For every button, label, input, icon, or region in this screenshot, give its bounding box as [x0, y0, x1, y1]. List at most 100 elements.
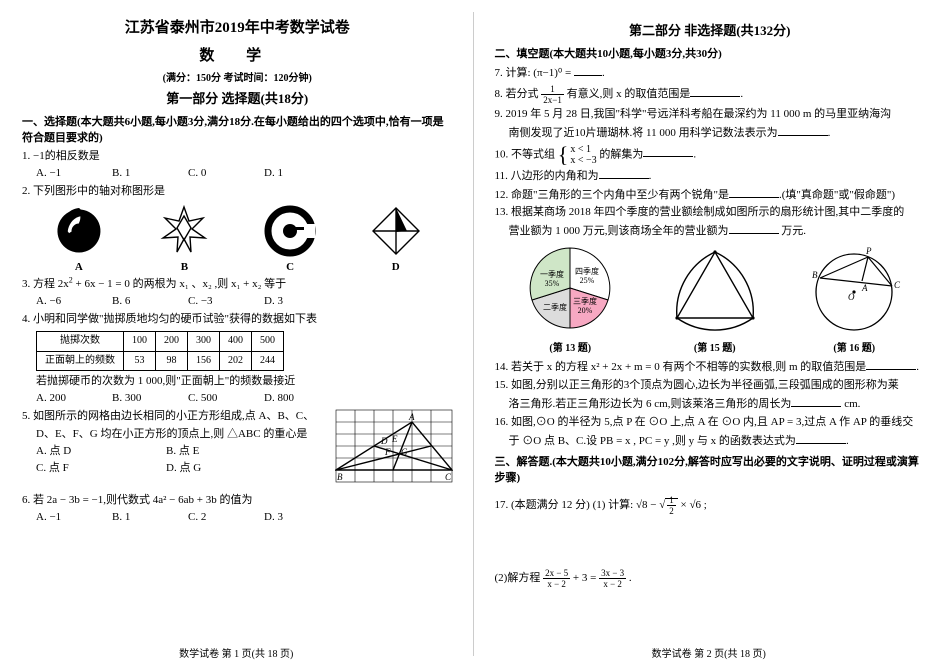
q9-line2-text: 南侧发现了近10片珊瑚林.将 11 000 用科学记数法表示为	[509, 127, 778, 139]
star-flower-icon	[157, 204, 211, 258]
q8-frac-n: 1	[541, 84, 564, 95]
q9-line1: 9. 2019 年 5 月 28 日,我国"科学"号远洋科考船在最深约为 11 …	[495, 107, 926, 123]
q16-line2-text: 于 ⊙O 点 B、C.设 PB = x , PC = y ,则 y 与 x 的函…	[509, 435, 796, 447]
q17-f1n: 2x − 5	[543, 568, 570, 579]
q17-part2: (2)解方程 2x − 5x − 2 + 3 = 3x − 3x − 2 .	[495, 568, 926, 589]
q5-opt-b: B. 点 E	[166, 444, 296, 460]
q5-opt-c: C. 点 F	[36, 461, 166, 477]
svg-text:A: A	[408, 412, 415, 422]
q3-stem-a: 3. 方程 2x	[22, 278, 69, 290]
q14-tail: .	[916, 361, 919, 373]
diamond-fold-icon	[369, 204, 423, 258]
q2-shape-a: A	[52, 204, 106, 276]
q17-frac1: 2x − 5x − 2	[543, 568, 570, 589]
pie-l2: 四季度	[575, 266, 599, 276]
q1-stem: 1. −1的相反数是	[22, 149, 453, 165]
q12: 12. 命题"三角形的三个内角中至少有两个锐角"是.(填"真命题"或"假命题")	[495, 187, 926, 204]
q1-options: A. −1 B. 1 C. 0 D. 1	[36, 166, 453, 182]
q17-rn: 1	[667, 495, 676, 506]
q4-h0: 抛掷次数	[37, 332, 124, 352]
q4-opt-c: C. 500	[188, 391, 238, 407]
q13-line2-text: 营业额为 1 000 万元,则该商场全年的营业额为	[509, 225, 729, 237]
q8-stem-b: 有意义,则 x 的取值范围是	[567, 88, 691, 100]
q2-label-a: A	[75, 261, 83, 273]
q17-f1d: x − 2	[543, 579, 570, 589]
q4-h3: 300	[188, 332, 220, 352]
q4-options: A. 200 B. 300 C. 500 D. 800	[36, 391, 453, 407]
q4-r0: 正面朝上的频数	[37, 351, 124, 371]
q17-frac2: 3x − 3x − 2	[599, 568, 626, 589]
q13-tail: 万元.	[779, 225, 807, 237]
q14-stem: 14. 若关于 x 的方程 x² + 2x + m = 0 有两个不相等的实数根…	[495, 361, 867, 373]
q17-end: .	[629, 572, 632, 584]
subject-title: 数 学	[22, 46, 453, 68]
q3-stem: 3. 方程 2x2 + 6x − 1 = 0 的两根为 x₁ 、x₂ ,则 x₁…	[22, 277, 453, 293]
q6-stem: 6. 若 2a − 3b = −1,则代数式 4a² − 6ab + 3b 的值…	[22, 493, 453, 509]
q3-opt-d: D. 3	[264, 294, 314, 310]
q3-options: A. −6 B. 6 C. −3 D. 3	[36, 294, 453, 310]
q4-tail: 若抛掷硬币的次数为 1 000,则"正面朝上"的频数最接近	[36, 374, 453, 390]
fill-intro: 二、填空题(本大题共10小题,每小题3分,共30分)	[495, 47, 926, 63]
q3-opt-b: B. 6	[112, 294, 162, 310]
page-2: 第二部分 非选择题(共132分) 二、填空题(本大题共10小题,每小题3分,共3…	[473, 0, 945, 668]
q3-stem-b: + 6x − 1 = 0 的两根为 x₁ 、x₂ ,则 x₁ + x₂ 等于	[73, 278, 286, 290]
ans-intro: 三、解答题.(本大题共10小题,满分102分,解答时应写出必要的文字说明、证明过…	[495, 455, 926, 487]
q17-f2d: x − 2	[599, 579, 626, 589]
svg-text:E: E	[391, 434, 398, 444]
circ-c: C	[894, 280, 901, 290]
q2-shape-d: D	[369, 204, 423, 276]
q8-stem-a: 8. 若分式	[495, 88, 542, 100]
q6-options: A. −1 B. 1 C. 2 D. 3	[36, 510, 453, 526]
q5-options: A. 点 D B. 点 E C. 点 F D. 点 G	[36, 444, 329, 477]
grid-triangle-icon: ABC DEFG	[335, 409, 453, 483]
q4-r4: 202	[220, 351, 252, 371]
svg-text:B: B	[337, 472, 343, 482]
q4-h5: 500	[252, 332, 284, 352]
q10-brace: { x < 1 x < −3	[558, 144, 597, 166]
q10-ineq2: x < −3	[570, 155, 596, 166]
section-1-heading: 第一部分 选择题(共18分)	[22, 90, 453, 109]
q15-line1: 15. 如图,分别以正三角形的3个顶点为圆心,边长为半径画弧,三段弧围成的图形称…	[495, 378, 926, 394]
q10: 10. 不等式组 { x < 1 x < −3 的解集为.	[495, 144, 926, 166]
q8: 8. 若分式 1 2x−1 有意义,则 x 的取值范围是.	[495, 84, 926, 105]
pie-l2p: 25%	[580, 276, 595, 285]
q4-opt-a: A. 200	[36, 391, 86, 407]
pie-l1p: 35%	[545, 279, 560, 288]
q4-r3: 156	[188, 351, 220, 371]
footer-left: 数学试卷 第 1 页(共 18 页)	[0, 648, 473, 663]
q4-r1: 53	[124, 351, 156, 371]
q2-label-b: B	[181, 261, 188, 273]
q10-stem-b: 的解集为	[599, 148, 643, 160]
q12-tail: .(填"真命题"或"假命题")	[779, 189, 895, 201]
pie-l3p: 20%	[578, 306, 593, 315]
mc-intro: 一、选择题(本大题共6小题,每小题3分,满分18分.在每小题给出的四个选项中,恰…	[22, 115, 453, 147]
q2-shape-b: B	[157, 204, 211, 276]
circ-b: B	[812, 270, 818, 280]
q6-opt-b: B. 1	[112, 510, 162, 526]
fig-circle: P B A O C (第 16 题)	[804, 244, 904, 356]
q1-opt-d: D. 1	[264, 166, 314, 182]
q4-r5: 244	[252, 351, 284, 371]
q10-ineq1: x < 1	[570, 144, 596, 155]
exam-title: 江苏省泰州市2019年中考数学试卷	[22, 18, 453, 40]
q5-opt-d: D. 点 G	[166, 461, 296, 477]
q6-opt-d: D. 3	[264, 510, 314, 526]
q2-shape-row: A B C	[26, 204, 449, 276]
q16-line1: 16. 如图,⊙O 的半径为 5,点 P 在 ⊙O 上,点 A 在 ⊙O 内,且…	[495, 415, 926, 431]
q2-shape-c: C	[263, 204, 317, 276]
fig-reuleaux: (第 15 题)	[667, 244, 763, 356]
figure-row: 一季度 35% 四季度 25% 三季度 20% 二季度 (第 13 题) (第	[495, 244, 926, 356]
q10-stem-a: 10. 不等式组	[495, 148, 558, 160]
pie-l1: 一季度	[540, 269, 564, 279]
q17-p2-label: (2)解方程	[495, 572, 544, 584]
q7: 7. 计算: (π−1)⁰ = .	[495, 65, 926, 82]
circle-cap: (第 16 题)	[804, 342, 904, 357]
q9-line2: 南侧发现了近10片珊瑚林.将 11 000 用科学记数法表示为.	[509, 125, 926, 142]
q17-mid: + 3 =	[573, 572, 599, 584]
circ-o: O	[848, 292, 855, 302]
q8-tail: .	[740, 88, 743, 100]
q9-tail: .	[828, 127, 831, 139]
pie-l3: 三季度	[573, 296, 597, 306]
q17-expr: √8 − √12 × √6 ;	[636, 498, 707, 511]
q14: 14. 若关于 x 的方程 x² + 2x + m = 0 有两个不相等的实数根…	[495, 359, 926, 376]
